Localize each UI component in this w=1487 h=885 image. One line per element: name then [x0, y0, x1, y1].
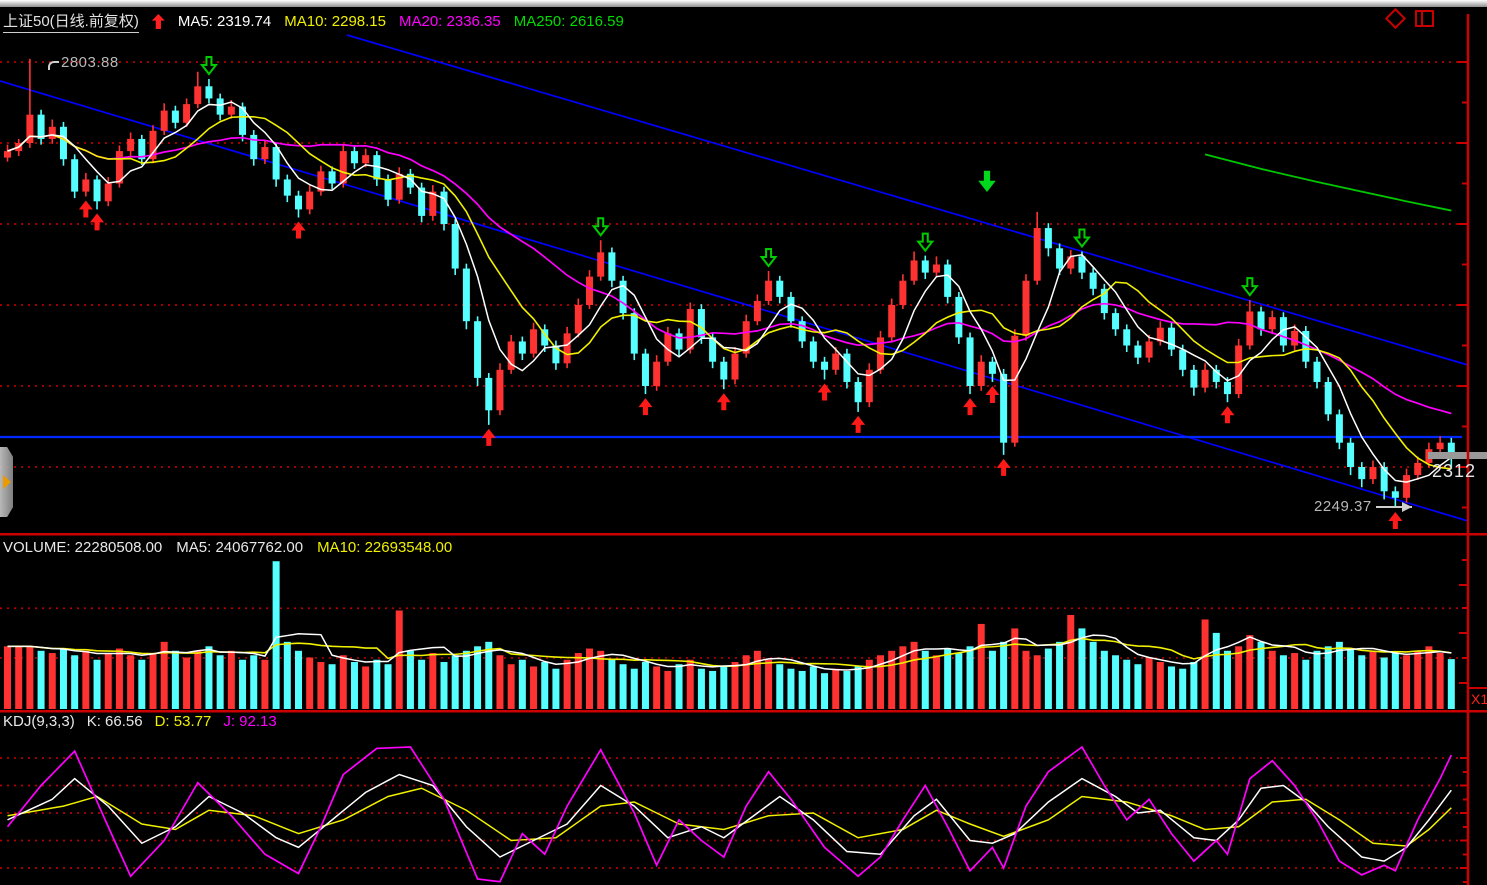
window-low-label: 2249.37: [1314, 498, 1420, 515]
kdj-j-line: [6, 745, 1453, 883]
volume-pane: [0, 561, 1462, 709]
main-chart-pane: [0, 34, 1469, 530]
expand-sidebar-handle[interactable]: [0, 447, 13, 517]
buy-arrow-icon: [638, 398, 653, 416]
split-layout-icon[interactable]: [1415, 10, 1434, 27]
symbol-title[interactable]: 上证50(日线.前复权): [3, 10, 139, 33]
main-pane-legend: 上证50(日线.前复权) MA5: 2319.74 MA10: 2298.15 …: [3, 10, 624, 33]
diamond-icon[interactable]: [1384, 7, 1407, 30]
kdj-d-value: D: 53.77: [154, 713, 212, 730]
high-marker-icon: [48, 60, 59, 70]
ma10-value: MA10: 2298.15: [284, 13, 386, 30]
sell-arrow-icon: [591, 217, 610, 237]
buy-arrow-icon: [481, 428, 496, 446]
sell-arrow-icon: [759, 247, 778, 268]
kdj-pane-legend: KDJ(9,3,3) K: 66.56 D: 53.77 J: 92.13: [3, 713, 277, 730]
volume-ma10-value: MA10: 22693548.00: [317, 539, 453, 556]
pane-corner-badge: X1: [1471, 691, 1487, 707]
buy-arrow-icon: [78, 200, 93, 218]
buy-arrow-icon: [851, 415, 866, 433]
volume-ma5-value: MA5: 24067762.00: [176, 539, 304, 556]
volume-value: VOLUME: 22280508.00: [3, 539, 163, 556]
kdj-k-value: K: 66.56: [86, 713, 143, 730]
low-arrow-icon: [1375, 501, 1412, 512]
sell-arrow-icon: [199, 56, 219, 76]
kdj-j-value: J: 92.13: [223, 713, 277, 730]
trend-up-icon: [151, 14, 165, 29]
ma20-value: MA20: 2336.35: [399, 13, 501, 30]
buy-arrow-icon: [1388, 512, 1403, 530]
sell-arrow-icon: [916, 232, 935, 253]
buy-arrow-icon: [90, 213, 105, 231]
window-top-strip: [0, 0, 1487, 7]
window-high-label: 2803.88: [48, 54, 119, 71]
buy-arrow-icon: [817, 383, 832, 401]
kdj-d-line: [7, 787, 1452, 847]
sell-arrow-icon: [1072, 228, 1092, 249]
ma250-value: MA250: 2616.59: [513, 13, 624, 30]
ma5-value: MA5: 2319.74: [177, 13, 272, 30]
kdj-pane: [0, 745, 1462, 883]
window-controls: [1384, 7, 1434, 30]
buy-arrow-icon: [716, 393, 731, 411]
buy-arrow-icon: [963, 398, 978, 416]
play-arrow-icon: [3, 475, 11, 489]
sell-arrow-icon: [1240, 277, 1259, 297]
buy-arrow-icon: [985, 385, 1000, 403]
volume-pane-legend: VOLUME: 22280508.00 MA5: 24067762.00 MA1…: [3, 539, 452, 556]
floating-sell-arrow-icon: [978, 170, 996, 192]
buy-arrow-icon: [1220, 406, 1235, 424]
buy-arrow-icon: [996, 458, 1011, 476]
buy-arrow-icon: [291, 221, 306, 239]
kdj-k-line: [7, 773, 1452, 862]
last-price-label: 2312: [1432, 461, 1477, 481]
kdj-title: KDJ(9,3,3): [3, 713, 75, 730]
